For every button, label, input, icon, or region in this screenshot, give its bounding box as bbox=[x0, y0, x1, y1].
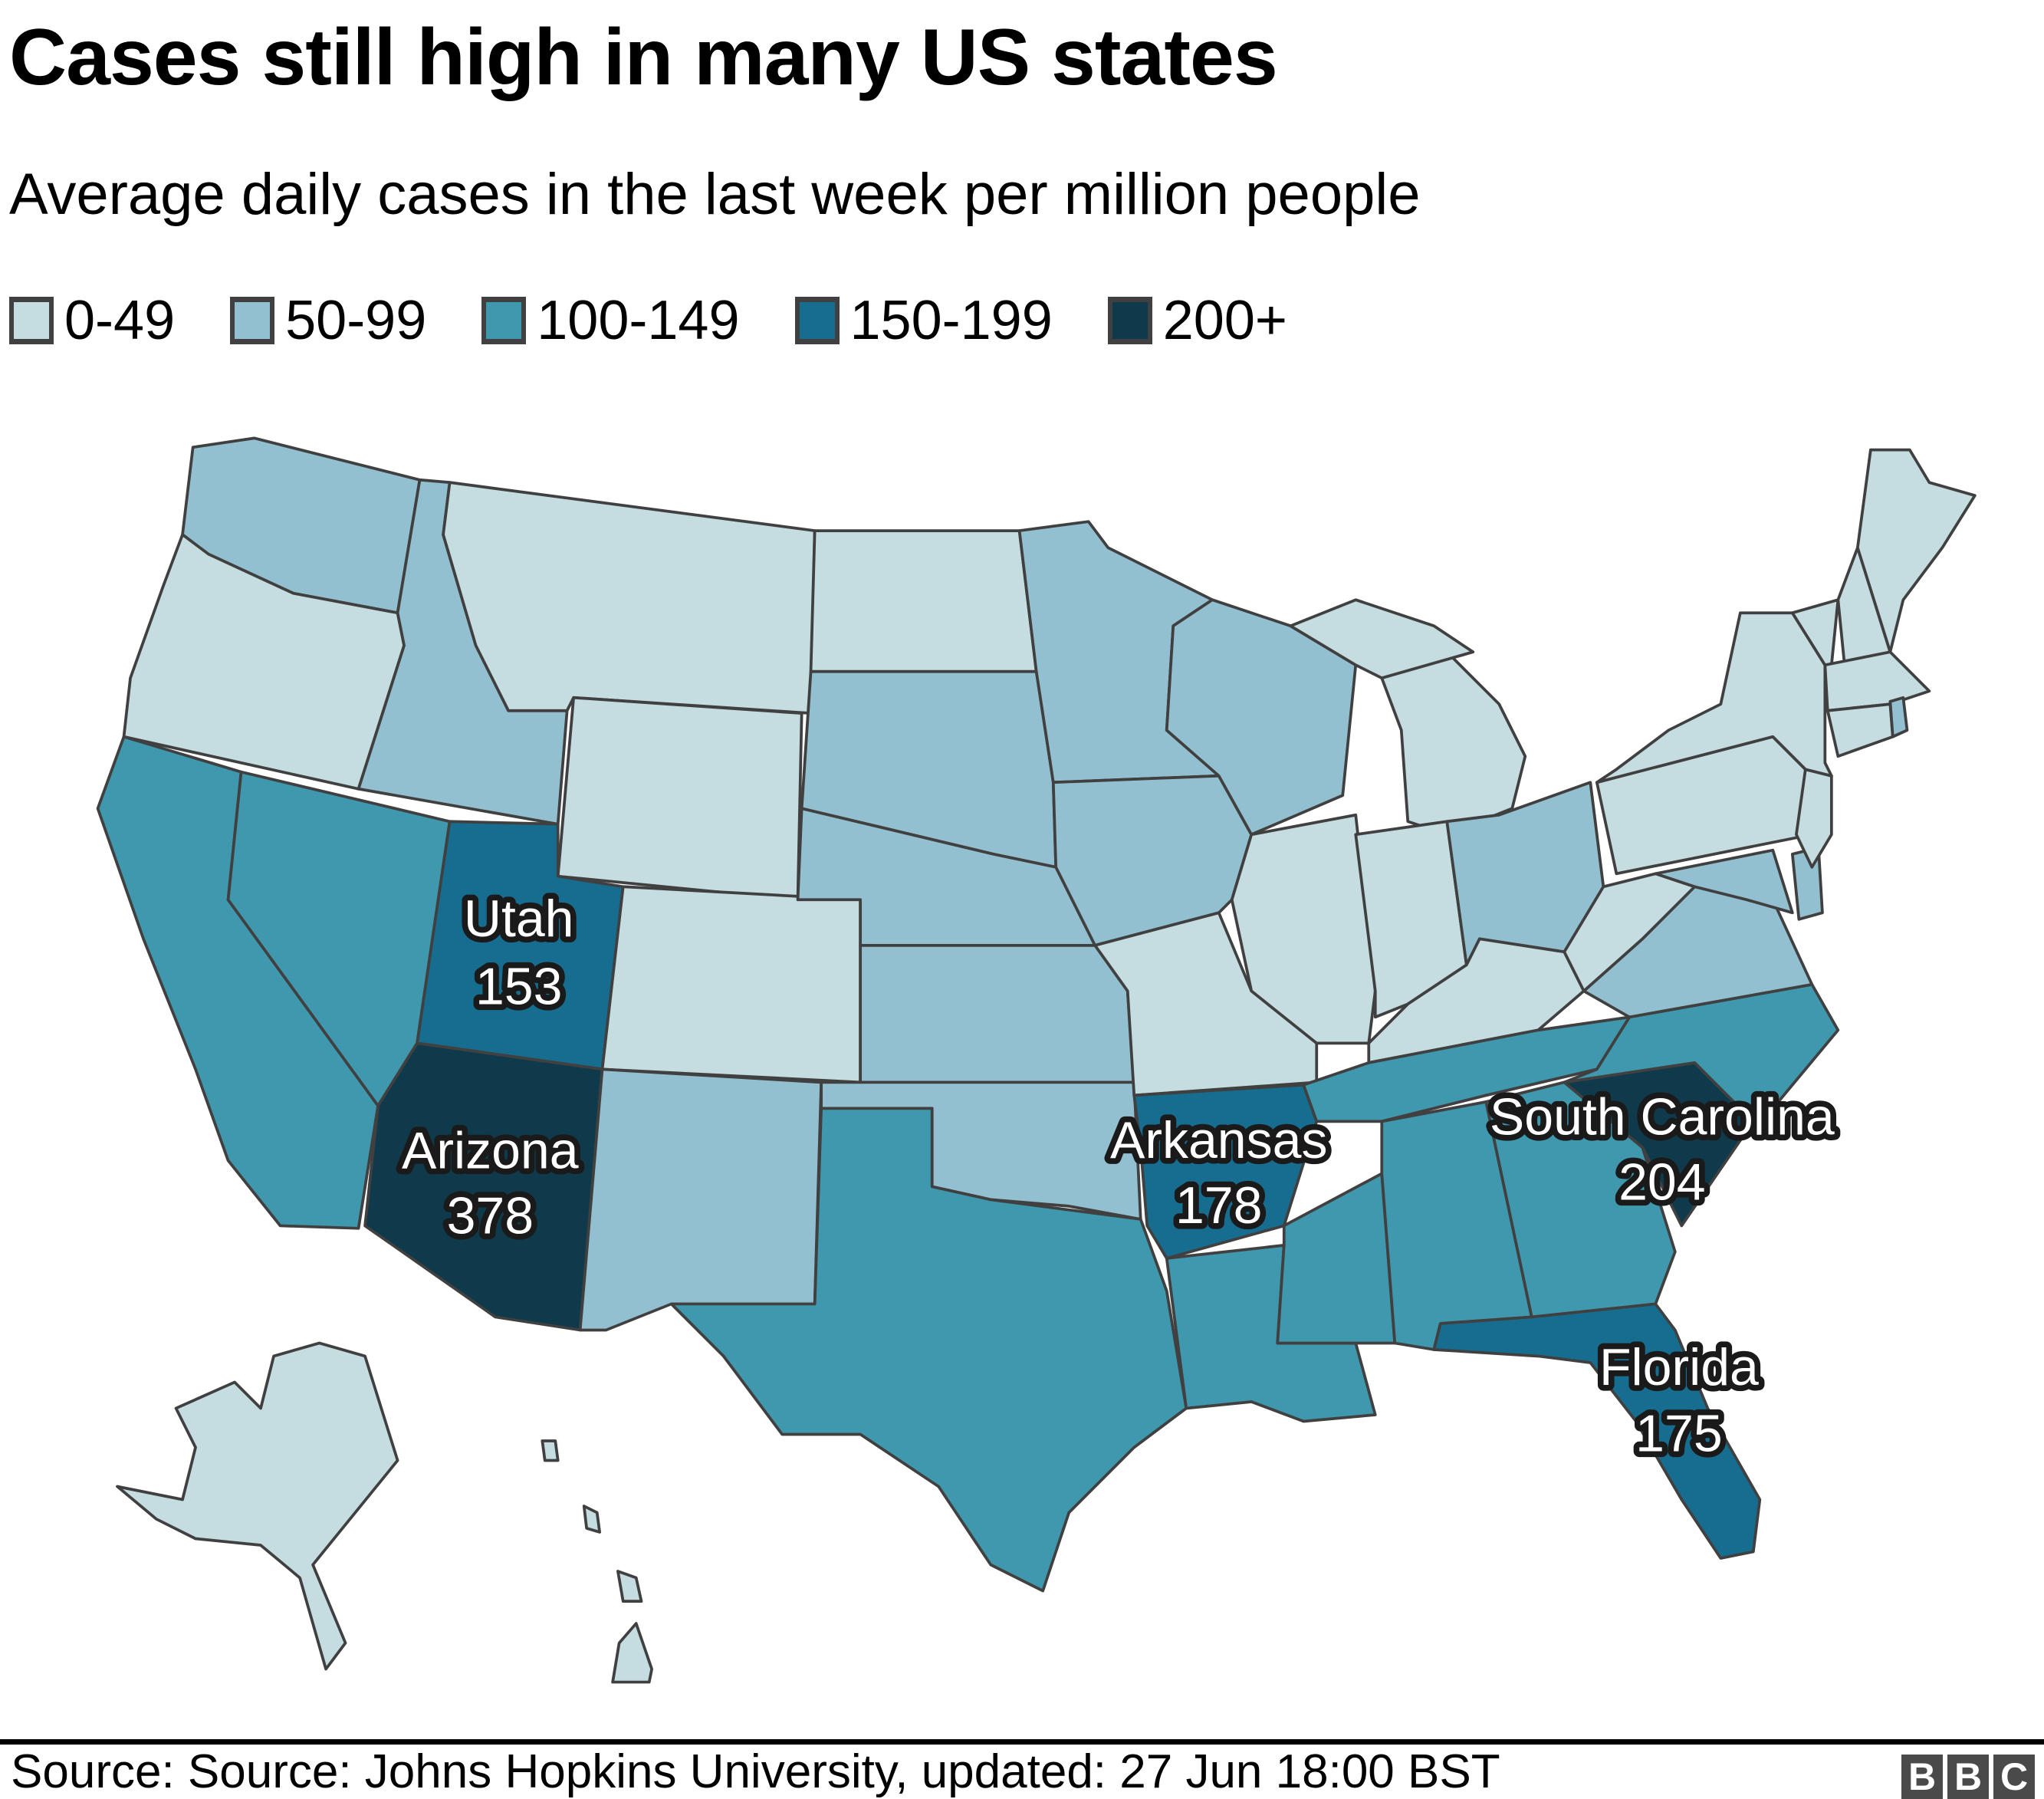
state-pennsylvania bbox=[1595, 735, 1814, 876]
legend-label: 50-99 bbox=[285, 290, 427, 351]
state-montana bbox=[442, 481, 817, 715]
legend-swatch-200-plus bbox=[1107, 297, 1152, 344]
chart-title: Cases still high in many US states bbox=[9, 13, 1278, 102]
legend-label: 100-149 bbox=[537, 290, 740, 351]
state-colorado bbox=[600, 885, 863, 1084]
label-utah-value: 153 bbox=[475, 957, 562, 1015]
state-massachusetts bbox=[1823, 650, 1931, 712]
state-florida bbox=[1432, 1302, 1762, 1560]
bbc-logo-letter: C bbox=[1993, 1755, 2035, 1799]
state-tennessee bbox=[1302, 1015, 1632, 1123]
legend-label: 0-49 bbox=[64, 290, 176, 351]
bbc-logo-letter: B bbox=[1947, 1755, 1989, 1799]
label-florida-name: Florida bbox=[1599, 1338, 1759, 1396]
state-mississippi bbox=[1276, 1172, 1397, 1345]
legend-swatch-0-49 bbox=[9, 297, 54, 344]
state-hawaii-maui bbox=[616, 1570, 643, 1603]
state-kansas bbox=[859, 943, 1136, 1084]
source-note: Source: Source: Johns Hopkins University… bbox=[11, 1745, 1500, 1798]
legend-swatch-150-199 bbox=[794, 297, 840, 344]
legend-item-200-plus: 200+ bbox=[1107, 290, 1287, 351]
state-alaska bbox=[116, 1341, 399, 1671]
state-north-dakota bbox=[809, 529, 1038, 673]
bbc-logo-letter: B bbox=[1901, 1755, 1943, 1799]
state-michigan-up bbox=[1289, 598, 1475, 680]
label-south-carolina-name: South Carolina bbox=[1490, 1087, 1835, 1146]
legend-swatch-50-99 bbox=[230, 297, 275, 344]
state-hawaii-oahu bbox=[582, 1505, 601, 1534]
state-maine bbox=[1855, 448, 1977, 654]
legend-item-0-49: 0-49 bbox=[9, 293, 175, 348]
state-rhode-island bbox=[1888, 696, 1909, 738]
legend-label: 150-199 bbox=[849, 290, 1053, 351]
label-florida-value: 175 bbox=[1635, 1405, 1722, 1463]
state-maryland bbox=[1654, 848, 1794, 915]
label-arizona-name: Arizona bbox=[402, 1122, 579, 1180]
state-new-mexico bbox=[578, 1067, 823, 1332]
bbc-logo: B B C bbox=[1897, 1755, 2035, 1799]
legend-label: 200+ bbox=[1162, 290, 1287, 351]
label-south-carolina-value: 204 bbox=[1618, 1153, 1705, 1211]
state-connecticut bbox=[1825, 702, 1894, 758]
label-utah-name: Utah bbox=[464, 890, 574, 948]
state-hawaii-big bbox=[611, 1622, 653, 1684]
label-arkansas-value: 178 bbox=[1175, 1176, 1262, 1235]
legend-item-50-99: 50-99 bbox=[230, 293, 426, 348]
state-hawaii-kauai bbox=[541, 1439, 560, 1462]
legend: 0-49 50-99 100-149 150-199 200+ bbox=[9, 290, 1342, 351]
label-arkansas-name: Arkansas bbox=[1110, 1111, 1327, 1169]
state-wyoming bbox=[556, 696, 803, 902]
legend-swatch-100-149 bbox=[481, 297, 527, 344]
footer-divider bbox=[0, 1739, 2044, 1745]
state-wisconsin bbox=[1165, 598, 1358, 837]
label-arizona-value: 378 bbox=[447, 1187, 534, 1245]
legend-item-150-199: 150-199 bbox=[794, 290, 1053, 351]
state-missouri bbox=[1093, 911, 1319, 1097]
legend-item-100-149: 100-149 bbox=[481, 290, 740, 351]
state-texas bbox=[669, 1107, 1188, 1593]
chart-subtitle: Average daily cases in the last week per… bbox=[9, 162, 1421, 227]
state-michigan bbox=[1380, 650, 1527, 837]
state-new-york bbox=[1595, 611, 1833, 784]
